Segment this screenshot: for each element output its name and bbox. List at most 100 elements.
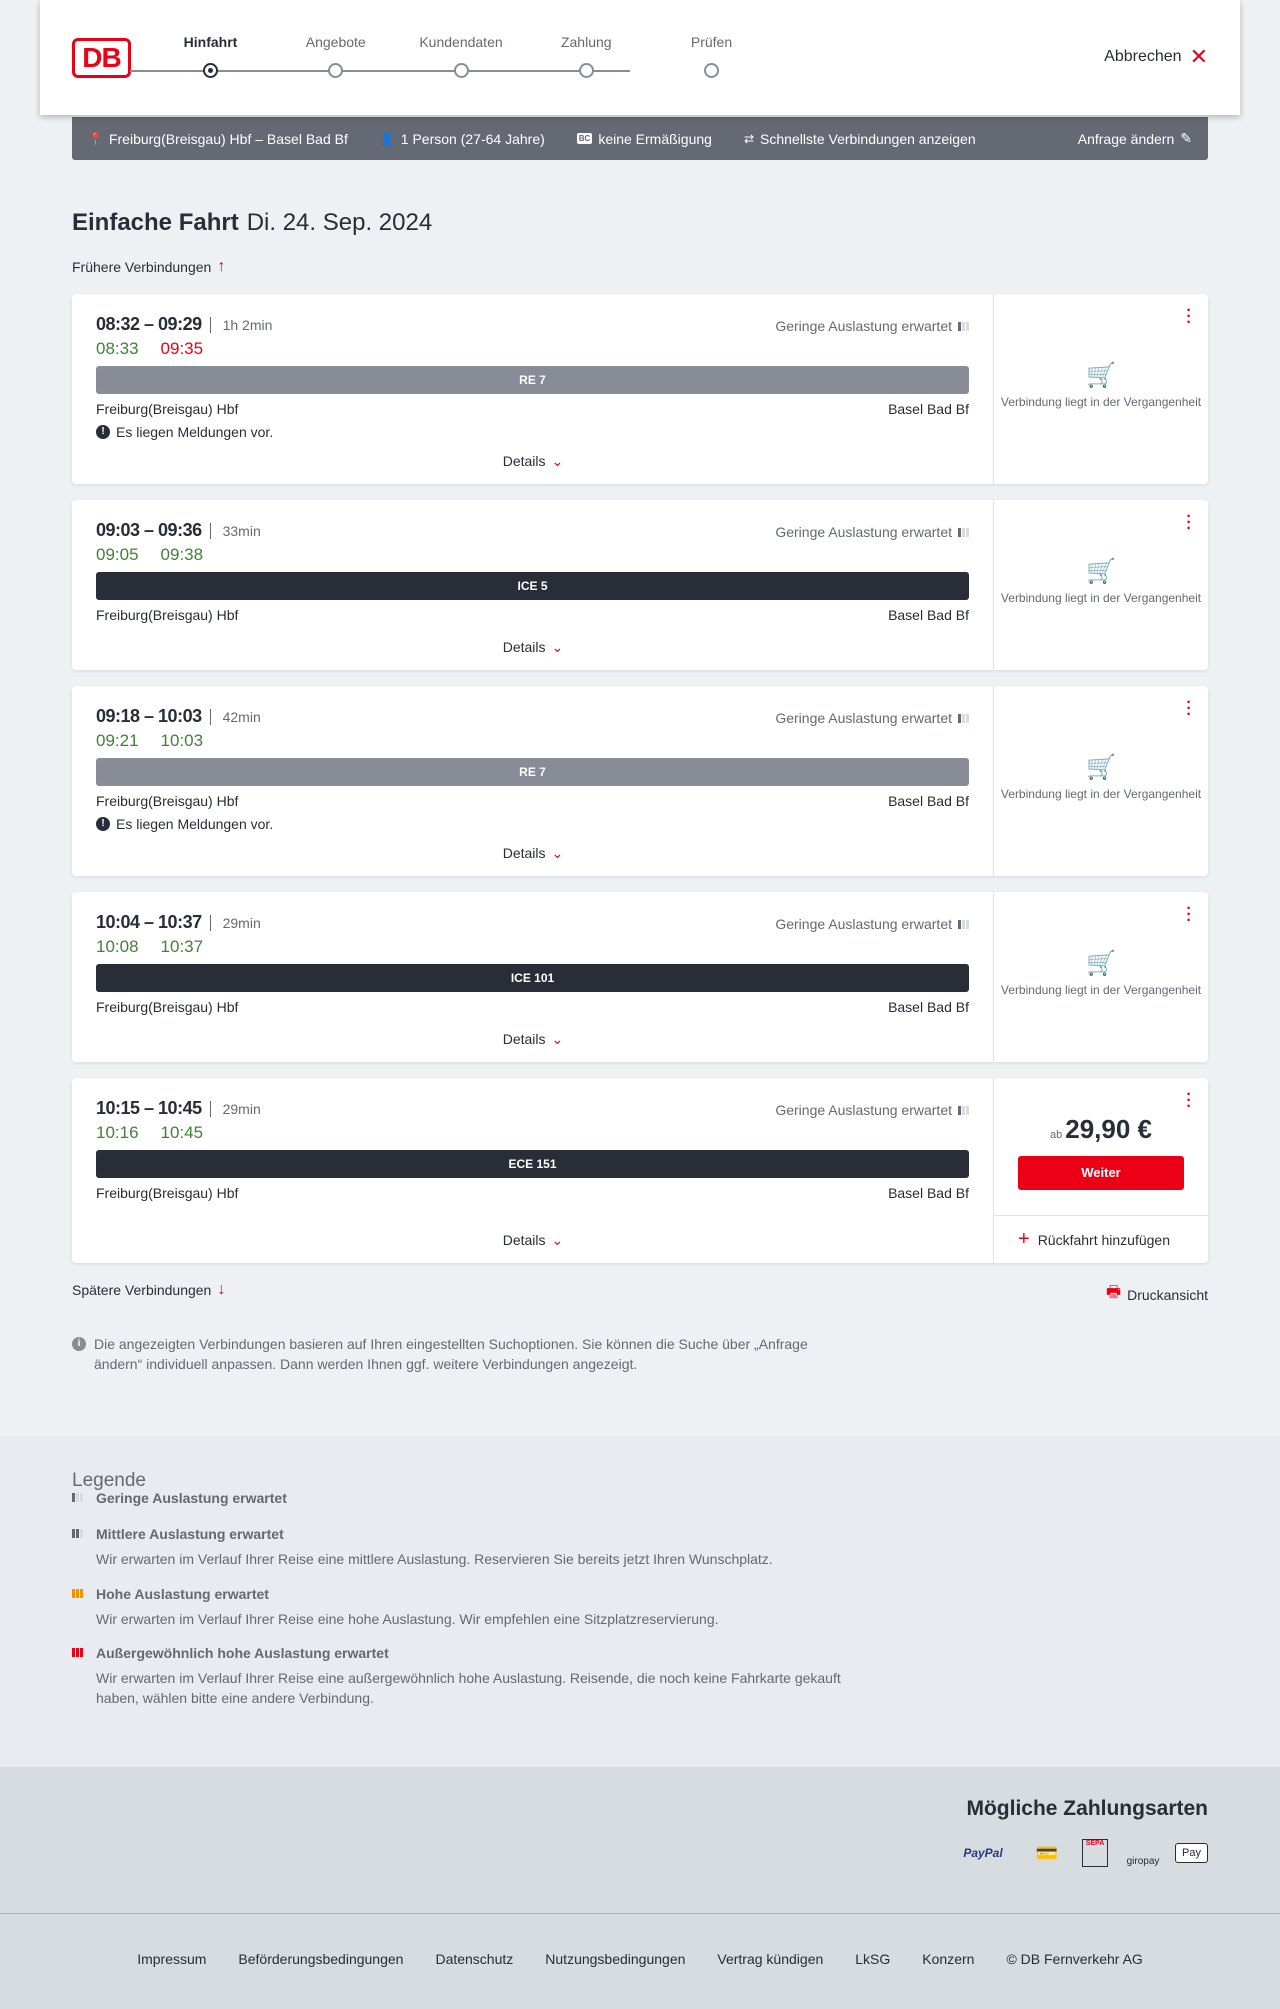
info-text: Die angezeigten Verbindungen basieren au… <box>94 1336 808 1372</box>
footer-link: © DB Fernverkehr AG <box>1006 1951 1143 1967</box>
connection-card: 08:32 – 09:29 1h 2min Geringe Auslastung … <box>72 294 1208 484</box>
past-label: Verbindung liegt in der Vergangenheit <box>1000 983 1202 997</box>
credit-card-icon: 💳 <box>1035 1842 1059 1863</box>
cart-unavailable-icon: 🛒 <box>1086 950 1116 977</box>
past-connection-notice: 🛒 Verbindung liegt in der Vergangenheit <box>994 362 1208 410</box>
departure-station: Freiburg(Breisgau) Hbf <box>96 401 239 417</box>
search-info-note: i Die angezeigten Verbindungen basieren a… <box>72 1334 852 1374</box>
step-prüfen: Prüfen <box>649 34 774 78</box>
occupancy-low-icon <box>958 1105 969 1115</box>
occupancy-low-icon <box>958 527 969 537</box>
stations: Freiburg(Breisgau) Hbf Basel Bad Bf <box>96 607 969 623</box>
change-request-button[interactable]: Anfrage ändern ✎ <box>1078 130 1192 147</box>
header: DB Hinfahrt Angebote Kundendaten Zahlung Prü… <box>40 0 1240 115</box>
summary-passengers: 👤 1 Person (27-64 Jahre) <box>380 131 545 147</box>
chevron-down-icon: ⌄ <box>551 453 564 469</box>
more-options-icon[interactable]: · · · <box>1186 900 1192 929</box>
legend-title: Legende <box>72 1470 146 1491</box>
summary-discount: BC keine Ermäßigung <box>576 130 712 147</box>
train-bar[interactable]: RE 7 <box>96 366 969 394</box>
departure-station: Freiburg(Breisgau) Hbf <box>96 793 239 809</box>
train-bar[interactable]: ICE 5 <box>96 572 969 600</box>
close-icon: ✕ <box>1189 44 1208 69</box>
more-options-icon[interactable]: · · · <box>1186 508 1192 537</box>
train-bar[interactable]: RE 7 <box>96 758 969 786</box>
realtime-arrival: 09:38 <box>160 545 204 564</box>
summary-option: ⇄ Schnellste Verbindungen anzeigen <box>744 131 976 147</box>
disruption-message: ! Es liegen Meldungen vor. <box>96 424 969 440</box>
footer-link[interactable]: Impressum <box>137 1951 207 1967</box>
footer-link[interactable]: Datenschutz <box>435 1951 514 1967</box>
search-summary-bar: 📍 Freiburg(Breisgau) Hbf – Basel Bad Bf 👤… <box>72 117 1208 160</box>
occupancy-indicator: Geringe Auslastung erwartet <box>775 524 969 540</box>
arrival-station: Basel Bad Bf <box>888 1185 969 1201</box>
legend-section: Legende Geringe Auslastung erwartet Mittl… <box>0 1436 1280 1767</box>
footer-link[interactable]: Vertrag kündigen <box>717 1951 824 1967</box>
cancel-button[interactable]: Abbrechen ✕ <box>1104 44 1208 69</box>
past-connection-notice: 🛒 Verbindung liegt in der Vergangenheit <box>994 950 1208 998</box>
realtime-arrival: 10:37 <box>160 937 204 956</box>
details-toggle[interactable]: Details ⌄ <box>72 845 994 862</box>
step-label: Zahlung <box>560 34 612 50</box>
past-label: Verbindung liegt in der Vergangenheit <box>1000 395 1202 409</box>
departure-station: Freiburg(Breisgau) Hbf <box>96 999 239 1015</box>
connection-main: 08:32 – 09:29 1h 2min Geringe Auslastung … <box>72 294 994 484</box>
pencil-icon: ✎ <box>1180 130 1192 146</box>
footer-link[interactable]: Nutzungsbedingungen <box>545 1951 686 1967</box>
scheduled-times: 09:03 – 09:36 <box>96 520 202 540</box>
past-connection-notice: 🛒 Verbindung liegt in der Vergangenheit <box>994 756 1208 802</box>
info-icon: i <box>72 1337 86 1351</box>
footer-link[interactable]: LkSG <box>855 1951 891 1967</box>
more-options-icon[interactable]: · · · <box>1186 302 1192 331</box>
details-toggle[interactable]: Details ⌄ <box>72 1031 994 1048</box>
more-options-icon[interactable]: · · · <box>1186 694 1192 723</box>
paypal-icon: PayPal <box>963 1846 1003 1860</box>
stations: Freiburg(Breisgau) Hbf Basel Bad Bf <box>96 401 969 417</box>
connection-card: 09:18 – 10:03 42min Geringe Auslastung er… <box>72 686 1208 876</box>
duration: 1h 2min <box>209 317 273 333</box>
duration: 42min <box>209 709 261 725</box>
train-bar[interactable]: ICE 101 <box>96 964 969 992</box>
continue-button[interactable]: Weiter <box>1018 1156 1184 1190</box>
stations: Freiburg(Breisgau) Hbf Basel Bad Bf <box>96 793 969 809</box>
db-logo[interactable]: DB <box>72 38 131 78</box>
train-bar[interactable]: ECE 151 <box>96 1150 969 1178</box>
step-angebote: Angebote <box>273 34 398 78</box>
details-toggle[interactable]: Details ⌄ <box>72 639 994 656</box>
scheduled-times: 08:32 – 09:29 <box>96 314 202 334</box>
payment-methods-section: Mögliche Zahlungsarten PayPal 💳 SEPA gir… <box>0 1767 1280 1913</box>
scheduled-times: 10:04 – 10:37 <box>96 912 202 932</box>
return-label: Rückfahrt hinzufügen <box>1037 1231 1170 1248</box>
arrival-station: Basel Bad Bf <box>888 793 969 809</box>
earlier-connections-link[interactable]: Frühere Verbindungen ↑ <box>72 258 225 276</box>
print-view-link[interactable]: 🖶 Druckansicht <box>1106 1281 1208 1308</box>
details-toggle[interactable]: Details ⌄ <box>72 1232 994 1249</box>
footer-links: Impressum Beförderungsbedingungen Datensch… <box>0 1913 1280 2009</box>
duration: 33min <box>209 523 261 539</box>
cart-unavailable-icon: 🛒 <box>1086 558 1116 585</box>
message-text: Es liegen Meldungen vor. <box>116 424 274 440</box>
connection-main: 09:03 – 09:36 33min Geringe Auslastung er… <box>72 500 994 670</box>
occupancy-indicator: Geringe Auslastung erwartet <box>775 1102 969 1118</box>
more-options-icon[interactable]: · · · <box>1186 1086 1192 1115</box>
discount-text: keine Ermäßigung <box>598 130 712 147</box>
footer-link[interactable]: Konzern <box>922 1951 975 1967</box>
step-dot <box>453 63 469 78</box>
giropay-icon: giropay <box>1126 1856 1160 1867</box>
connection-times: 10:04 – 10:37 29min <box>96 912 969 933</box>
occupancy-label: Geringe Auslastung erwartet <box>775 1102 952 1118</box>
offer-panel: · · · 🛒 Verbindung liegt in der Vergangenhei… <box>994 500 1208 670</box>
occupancy-level-2-icon <box>72 1529 83 1538</box>
offer-panel: · · · 🛒 Verbindung liegt in der Vergangenhei… <box>994 686 1208 876</box>
arrow-up-icon: ↑ <box>217 258 226 275</box>
cart-unavailable-icon: 🛒 <box>1086 362 1116 389</box>
legend-item-title: Außergewöhnlich hohe Auslastung erwartet <box>96 1645 389 1661</box>
legend-item: Geringe Auslastung erwartet <box>72 1490 872 1506</box>
details-toggle[interactable]: Details ⌄ <box>72 453 994 470</box>
exclamation-icon: ! <box>96 817 110 831</box>
later-label: Spätere Verbindungen <box>72 1282 212 1298</box>
add-return-trip-button[interactable]: + Rückfahrt hinzufügen <box>994 1215 1208 1263</box>
step-kundendaten: Kundendaten <box>399 34 524 78</box>
later-connections-link[interactable]: Spätere Verbindungen ↓ <box>72 1281 225 1299</box>
footer-link[interactable]: Beförderungsbedingungen <box>238 1951 404 1967</box>
